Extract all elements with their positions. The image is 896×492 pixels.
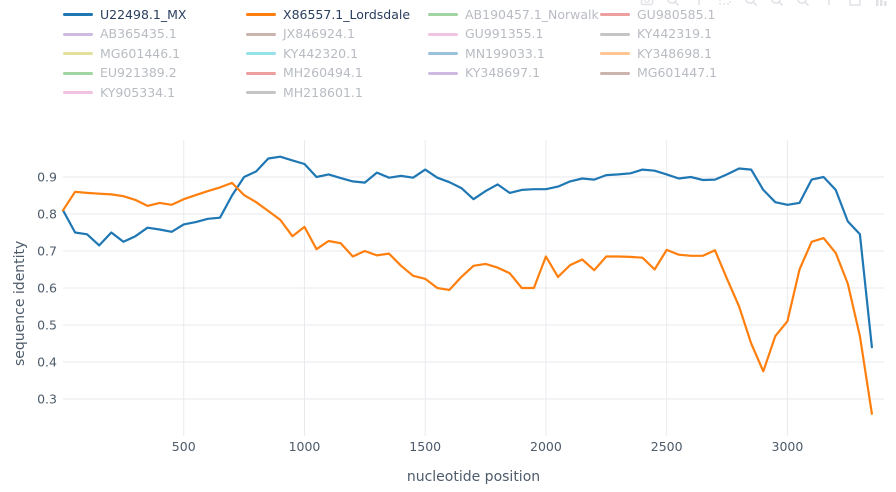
legend-item-label: EU921389.2 [100, 65, 177, 80]
legend-item-label: KY905334.1 [100, 84, 176, 100]
legend-item-label: AB190457.1_Norwalk [465, 6, 599, 22]
legend-line-swatch [63, 13, 93, 17]
autoscale-icon[interactable] [822, 0, 836, 7]
y-tick-label: 0.9 [37, 170, 57, 185]
legend-line-swatch [246, 52, 276, 56]
camera-icon[interactable] [640, 0, 654, 7]
legend-line-swatch [600, 13, 630, 17]
legend-item-label: KY348697.1 [465, 65, 541, 80]
y-tick-label: 0.5 [37, 318, 57, 333]
legend-item-label: GU991355.1 [465, 26, 544, 41]
x-tick-label: 1500 [409, 439, 441, 454]
legend-item-GU980585.1[interactable]: GU980585.1 [600, 6, 780, 22]
legend-item-AB365435.1[interactable]: AB365435.1 [63, 26, 246, 41]
legend-line-swatch [63, 91, 93, 95]
legend-item-label: JX846924.1 [283, 26, 355, 41]
legend-item-label: U22498.1_MX [100, 6, 187, 22]
legend-line-swatch [63, 52, 93, 56]
legend-line-swatch [246, 32, 276, 36]
legend-item-JX846924.1[interactable]: JX846924.1 [246, 26, 428, 41]
x-axis-title: nucleotide position [406, 469, 541, 485]
y-tick-label: 0.4 [37, 355, 57, 370]
legend-item-EU921389.2[interactable]: EU921389.2 [63, 65, 246, 80]
legend-item-U22498.1_MX[interactable]: U22498.1_MX [63, 6, 246, 22]
legend-item-MG601446.1[interactable]: MG601446.1 [63, 45, 246, 61]
zoom-icon[interactable] [666, 0, 680, 7]
x-tick-label: 2000 [530, 439, 562, 454]
legend-line-swatch [600, 32, 630, 36]
pan-icon[interactable] [692, 0, 706, 7]
legend: U22498.1_MX X86557.1_Lordsdale AB190457.1_… [63, 5, 780, 103]
y-tick-label: 0.3 [37, 392, 57, 407]
y-tick-label: 0.7 [37, 244, 57, 259]
legend-line-swatch [428, 52, 458, 56]
legend-line-swatch [428, 32, 458, 36]
legend-line-swatch [600, 52, 630, 56]
legend-line-swatch [600, 71, 630, 75]
legend-item-label: KY442320.1 [283, 45, 359, 61]
legend-item-KY442320.1[interactable]: KY442320.1 [246, 45, 428, 61]
legend-item-X86557.1_Lordsdale[interactable]: X86557.1_Lordsdale [246, 6, 428, 22]
legend-item-KY348697.1[interactable]: KY348697.1 [428, 65, 600, 80]
box-select-icon[interactable] [718, 0, 732, 7]
x-tick-label: 1000 [289, 439, 321, 454]
legend-item-KY905334.1[interactable]: KY905334.1 [63, 84, 246, 100]
legend-line-swatch [63, 32, 93, 36]
legend-item-MN199033.1[interactable]: MN199033.1 [428, 45, 600, 61]
legend-item-label: AB365435.1 [100, 26, 177, 41]
zoom-out-icon[interactable] [796, 0, 810, 7]
legend-item-KY442319.1[interactable]: KY442319.1 [600, 26, 780, 41]
legend-item-AB190457.1_Norwalk[interactable]: AB190457.1_Norwalk [428, 6, 600, 22]
legend-item-MH218601.1[interactable]: MH218601.1 [246, 84, 428, 100]
legend-line-swatch [428, 13, 458, 17]
legend-line-swatch [428, 71, 458, 75]
legend-item-label: KY442319.1 [637, 26, 713, 41]
legend-item-label: X86557.1_Lordsdale [283, 6, 411, 22]
legend-item-KY348698.1[interactable]: KY348698.1 [600, 45, 780, 61]
series-line-X86557.1_Lordsdale[interactable] [61, 181, 874, 415]
legend-item-label: GU980585.1 [637, 6, 716, 22]
reset-axes-icon[interactable] [848, 0, 862, 7]
x-tick-label: 2500 [651, 439, 683, 454]
lasso-select-icon[interactable] [744, 0, 758, 7]
series-line-U22498.1_MX[interactable] [61, 155, 874, 349]
legend-item-label: KY348698.1 [637, 45, 713, 61]
legend-item-label: MH260494.1 [283, 65, 363, 80]
y-tick-label: 0.8 [37, 207, 57, 222]
legend-item-label: MN199033.1 [465, 45, 545, 61]
legend-line-swatch [246, 91, 276, 95]
legend-line-swatch [63, 71, 93, 75]
x-tick-label: 3000 [772, 439, 804, 454]
legend-item-label: MG601446.1 [100, 45, 181, 61]
legend-item-label: MG601447.1 [637, 65, 718, 80]
legend-item-MG601447.1[interactable]: MG601447.1 [600, 65, 780, 80]
zoom-in-icon[interactable] [770, 0, 784, 7]
plotly-logo-icon[interactable] [874, 0, 888, 7]
legend-item-GU991355.1[interactable]: GU991355.1 [428, 26, 600, 41]
y-axis-title: sequence identity [12, 240, 28, 366]
legend-line-swatch [246, 71, 276, 75]
legend-line-swatch [246, 13, 276, 17]
x-tick-label: 500 [172, 439, 196, 454]
modebar[interactable] [640, 0, 888, 7]
y-tick-label: 0.6 [37, 281, 57, 296]
legend-item-label: MH218601.1 [283, 84, 363, 100]
legend-item-MH260494.1[interactable]: MH260494.1 [246, 65, 428, 80]
